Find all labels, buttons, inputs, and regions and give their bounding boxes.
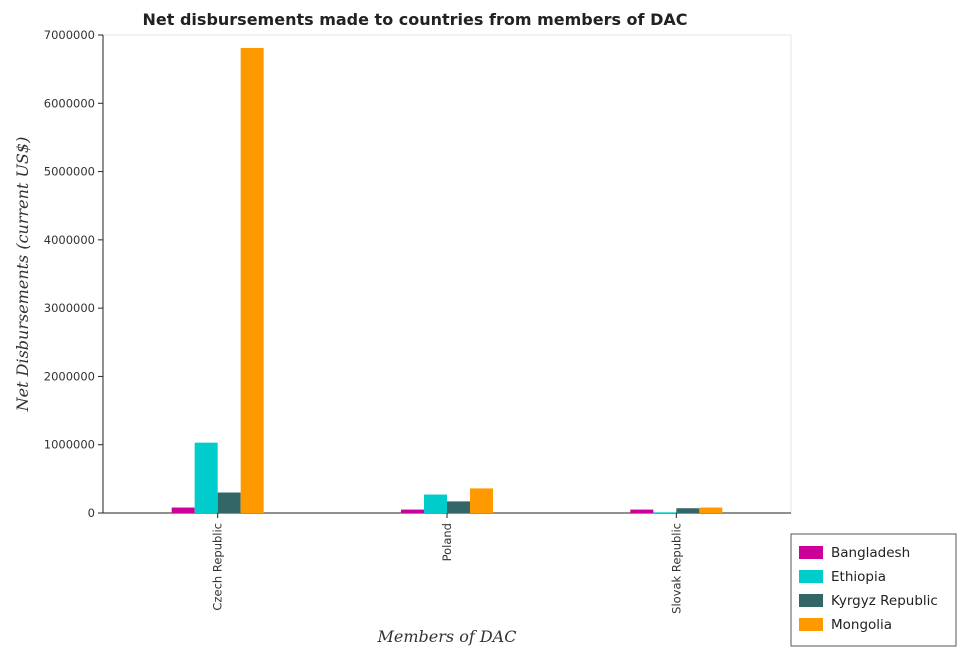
x-axis-title: Members of DAC bbox=[377, 627, 517, 646]
y-tick-label: 1000000 bbox=[44, 438, 95, 452]
x-tick-label: Slovak Republic bbox=[669, 523, 683, 614]
bar-bangladesh bbox=[401, 509, 424, 513]
legend-label: Ethiopia bbox=[831, 569, 886, 585]
plot-background bbox=[102, 34, 792, 514]
y-tick-label: 3000000 bbox=[44, 301, 95, 315]
x-axis-ticks: Czech Republic Poland Slovak Republic bbox=[211, 513, 683, 614]
bar-bangladesh bbox=[171, 507, 195, 513]
bar-ethiopia bbox=[194, 442, 218, 513]
legend-label: Mongolia bbox=[831, 617, 892, 633]
y-tick-label: 0 bbox=[88, 506, 95, 520]
y-tick-label: 6000000 bbox=[44, 96, 95, 110]
x-tick-label: Poland bbox=[440, 523, 454, 561]
bar-kyrgyz-republic bbox=[447, 501, 470, 513]
y-tick-label: 7000000 bbox=[44, 28, 95, 42]
chart-title: Net disbursements made to countries from… bbox=[143, 10, 688, 29]
bar-bangladesh bbox=[630, 509, 654, 513]
bar-ethiopia bbox=[653, 512, 677, 513]
y-tick-label: 2000000 bbox=[44, 369, 95, 383]
bar-ethiopia bbox=[424, 494, 447, 513]
legend-label: Kyrgyz Republic bbox=[831, 593, 938, 609]
y-axis-title: Net Disbursements (current US$) bbox=[13, 137, 32, 413]
y-tick-label: 4000000 bbox=[44, 233, 95, 247]
legend-swatch bbox=[799, 570, 823, 583]
bars bbox=[171, 47, 723, 514]
bar-mongolia bbox=[699, 507, 723, 513]
bar-kyrgyz-republic bbox=[676, 508, 700, 513]
bar-mongolia bbox=[470, 488, 493, 513]
bar-mongolia bbox=[240, 47, 264, 514]
plot-area bbox=[102, 34, 792, 514]
x-tick-label: Czech Republic bbox=[211, 523, 225, 611]
y-axis-ticks: 0 1000000 2000000 3000000 4000000 5000000 6000… bbox=[44, 28, 103, 520]
legend-label: Bangladesh bbox=[831, 545, 910, 561]
legend: Bangladesh Ethiopia Kyrgyz Republic Mongoli… bbox=[790, 533, 957, 647]
legend-swatch bbox=[799, 594, 823, 607]
bar-kyrgyz-republic bbox=[217, 492, 241, 513]
legend-swatch bbox=[799, 618, 823, 631]
y-tick-label: 5000000 bbox=[44, 165, 95, 179]
legend-swatch bbox=[799, 546, 823, 559]
